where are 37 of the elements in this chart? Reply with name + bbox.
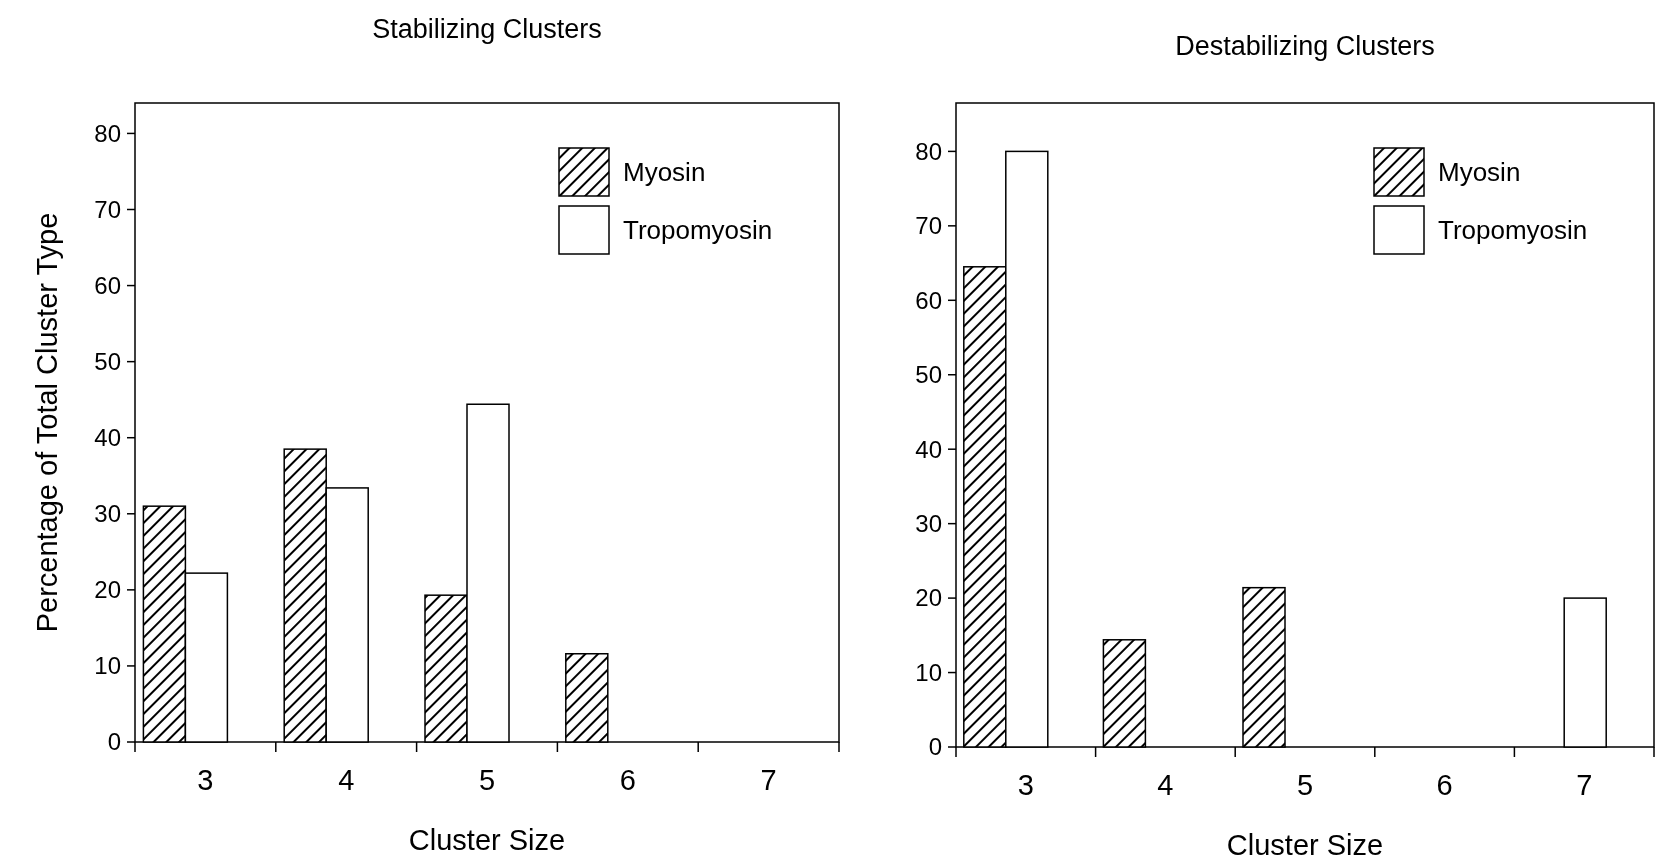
chart-title: Destabilizing Clusters	[1175, 31, 1435, 61]
y-tick-label: 50	[915, 361, 942, 389]
y-tick-label: 80	[94, 119, 121, 147]
legend-label: Myosin	[623, 157, 706, 188]
y-tick-label: 60	[94, 271, 121, 299]
y-tick-label: 10	[915, 658, 942, 686]
y-tick-label: 40	[915, 435, 942, 463]
y-tick-label: 50	[94, 348, 121, 376]
y-tick-label: 20	[915, 584, 942, 612]
y-tick-label: 70	[915, 212, 942, 240]
y-axis-title: Percentage of Total Cluster Type	[31, 212, 63, 633]
y-tick-label: 0	[928, 733, 942, 761]
x-tick-label: 3	[1017, 769, 1034, 801]
x-tick-label: 4	[338, 764, 355, 796]
y-tick-label: 0	[107, 728, 121, 756]
x-tick-label: 5	[478, 764, 496, 796]
y-tick-label: 70	[94, 195, 121, 223]
y-tick-label: 80	[915, 137, 942, 165]
legend-label: Tropomyosin	[1438, 215, 1588, 246]
y-tick-label: 40	[94, 424, 121, 452]
x-axis-title: Cluster Size	[1226, 829, 1384, 861]
x-tick-label: 5	[1296, 769, 1314, 801]
chart-title: Stabilizing Clusters	[372, 14, 602, 44]
x-axis-title: Cluster Size	[408, 824, 566, 856]
x-tick-label: 7	[760, 764, 777, 796]
x-tick-label: 7	[1576, 769, 1593, 801]
y-tick-label: 10	[94, 652, 121, 680]
x-tick-label: 4	[1157, 769, 1174, 801]
legend-label: Tropomyosin	[623, 215, 773, 246]
x-tick-label: 6	[1436, 769, 1453, 801]
x-tick-label: 3	[197, 764, 214, 796]
y-tick-label: 30	[94, 500, 121, 528]
y-tick-label: 30	[915, 510, 942, 538]
y-tick-label: 20	[94, 576, 121, 604]
x-tick-label: 6	[619, 764, 636, 796]
legend-label: Myosin	[1438, 157, 1521, 188]
y-tick-label: 60	[915, 286, 942, 314]
